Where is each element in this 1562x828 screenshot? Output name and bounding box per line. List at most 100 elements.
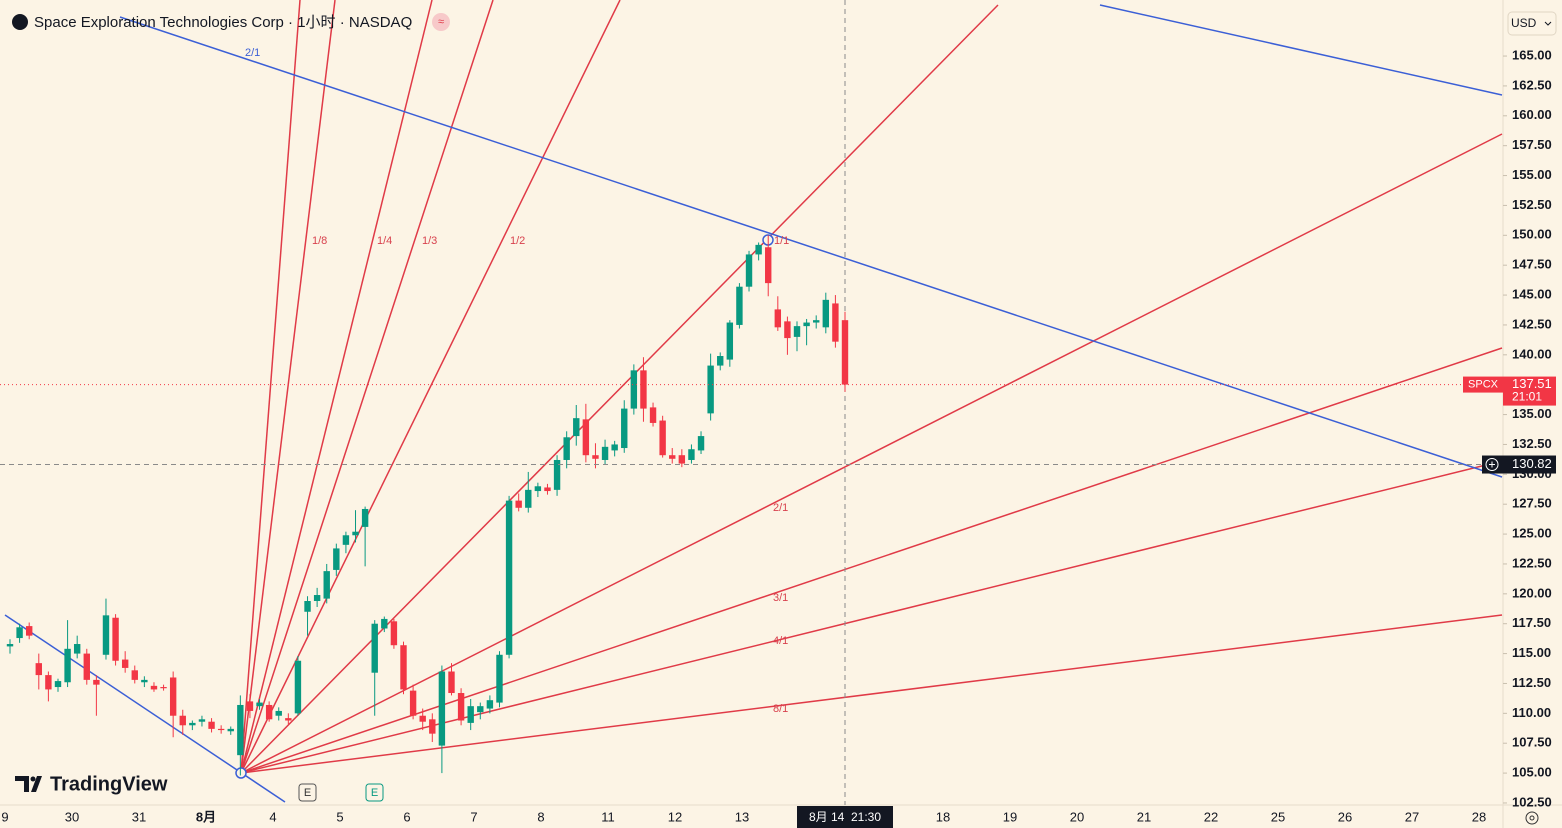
currency-label[interactable]: USD <box>1511 16 1537 30</box>
x-tick-label: 4 <box>269 809 276 824</box>
candle-body <box>285 718 292 721</box>
trend-line <box>1099 4 1503 96</box>
currency-select[interactable] <box>1507 11 1557 36</box>
candle-body <box>189 722 196 726</box>
event-icon[interactable] <box>298 783 317 802</box>
y-tick-label: 122.50 <box>1512 555 1552 570</box>
x-tick-label: 21 <box>1137 809 1151 824</box>
x-tick-label: 22 <box>1204 809 1218 824</box>
event-label[interactable]: E <box>304 787 311 799</box>
x-tick-label: 5 <box>336 809 343 824</box>
dropdown-arrow <box>1544 21 1552 26</box>
fan-line <box>240 4 999 774</box>
trend-line <box>119 16 1503 478</box>
candle-body <box>793 326 801 337</box>
crosshair-time-tag <box>797 806 893 828</box>
symbol-tag <box>1463 376 1503 393</box>
x-tick-label: 31 <box>132 809 146 824</box>
y-tick-label: 165.00 <box>1512 47 1552 62</box>
candle-body <box>457 693 465 721</box>
candle-body <box>438 671 446 746</box>
candle-body <box>160 687 167 689</box>
fan-label: 4/1 <box>773 635 788 647</box>
candle-body <box>467 706 474 723</box>
candle-body <box>553 459 561 490</box>
candle-body <box>765 247 772 284</box>
candle-body <box>73 644 81 654</box>
y-tick-label: 110.00 <box>1512 705 1551 720</box>
fan-label: 1/2 <box>510 235 525 247</box>
y-tick-label: 150.00 <box>1512 227 1552 242</box>
candle-body <box>141 679 148 683</box>
candle-body <box>448 671 455 694</box>
candle-body <box>83 653 90 680</box>
event-label[interactable]: E <box>371 787 378 799</box>
brand-name: TradingView <box>50 773 168 795</box>
y-tick-label: 142.50 <box>1512 316 1552 331</box>
candle-body <box>342 535 350 545</box>
fan-label: 3/1 <box>773 592 788 604</box>
candle-body <box>515 500 522 508</box>
candle-body <box>534 486 542 492</box>
fan-label: 1/4 <box>377 235 392 247</box>
candle-body <box>323 571 330 599</box>
candle-body <box>774 309 782 328</box>
status-icon-glyph: ≈ <box>438 16 444 28</box>
fan-line <box>240 614 1503 774</box>
candle-body <box>112 617 119 661</box>
candle-body <box>381 618 388 629</box>
x-tick-label: 6 <box>403 809 410 824</box>
candle-body <box>35 663 42 676</box>
candle-body <box>265 704 273 720</box>
candle-body <box>582 419 590 456</box>
candle-body <box>217 728 225 731</box>
y-tick-label: 162.50 <box>1512 77 1552 92</box>
candle-body <box>573 418 580 437</box>
candle-body <box>179 715 186 726</box>
x-tick-label: 8 <box>537 809 544 824</box>
candle-body <box>409 690 417 716</box>
x-tick-label: 27 <box>1405 809 1419 824</box>
countdown-label: 21:01 <box>1512 390 1542 404</box>
candle-body <box>784 321 791 339</box>
candle-body <box>275 710 282 716</box>
fan-label: 2/1 <box>773 502 788 514</box>
y-tick-label: 155.00 <box>1512 167 1552 182</box>
candle-body <box>717 356 724 366</box>
candle-body <box>813 320 820 323</box>
candle-body <box>390 621 398 646</box>
fan-line <box>240 0 494 774</box>
x-tick-label: 25 <box>1271 809 1285 824</box>
fan-line <box>240 0 336 774</box>
fan-labels: 1/8 1/4 1/3 1/2 1/1 2/1 3/1 4/1 8/1 2/1 <box>245 47 789 715</box>
candle-body <box>601 446 609 460</box>
fan-label: 1/3 <box>422 235 437 247</box>
candle-body <box>304 601 311 612</box>
candle-body <box>371 623 378 673</box>
candle-body <box>563 437 570 460</box>
event-icon[interactable] <box>365 783 384 802</box>
y-tick-label: 152.50 <box>1512 197 1552 212</box>
y-tick-label: 127.50 <box>1512 496 1552 511</box>
y-tick-label: 112.50 <box>1512 675 1551 690</box>
candle-body <box>649 407 657 423</box>
y-tick-label: 120.00 <box>1512 585 1552 600</box>
y-tick-label: 107.50 <box>1512 735 1552 750</box>
crosshair-time-label: 8月 14 21:30 <box>809 810 881 824</box>
fan-label: 8/1 <box>773 703 788 715</box>
last-price-tag <box>1503 376 1556 406</box>
candle-body <box>150 685 158 690</box>
settings-icon[interactable] <box>1525 811 1539 825</box>
candle-body <box>208 721 215 729</box>
x-tick-label: 19 <box>1003 809 1017 824</box>
x-tick-label: 8月 <box>196 809 216 824</box>
candle-body <box>611 444 618 451</box>
candle-body <box>544 487 551 492</box>
candle-body <box>16 627 23 639</box>
candle-body <box>64 648 71 683</box>
anchor-point <box>235 767 247 779</box>
candle-body <box>352 531 359 536</box>
candle-body <box>841 320 849 385</box>
candle-body <box>736 286 743 325</box>
